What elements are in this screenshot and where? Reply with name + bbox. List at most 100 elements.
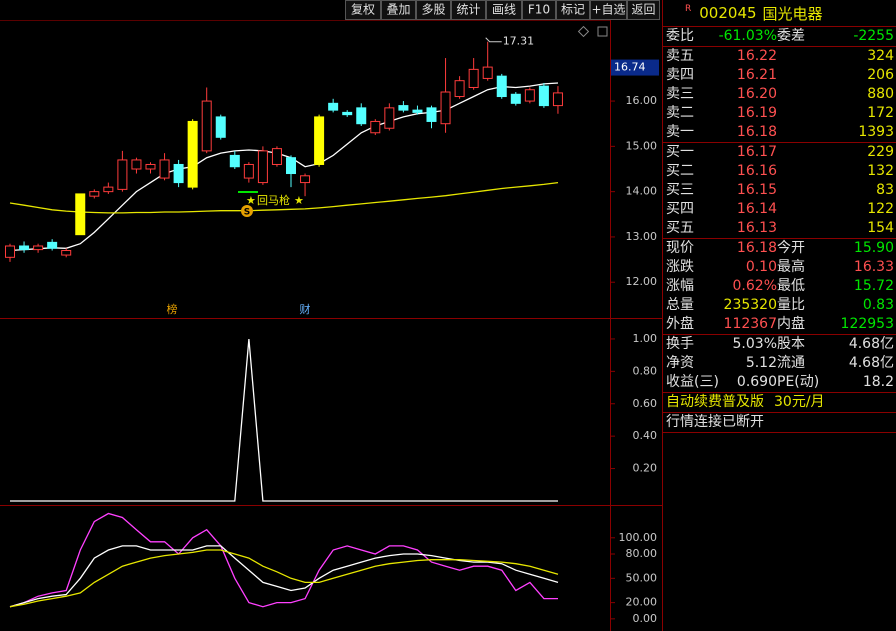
candle-body [412,109,423,113]
candle-body [5,245,15,258]
quote-row: 现价 16.18 今开 15.90 [663,239,896,258]
candle-body [187,120,198,188]
y-tick-label: 80.00 [626,547,658,560]
quote-section: 现价 16.18 今开 15.90 涨跌 0.10 最高 16.33 涨幅 0.62% 最低 15.7… [663,239,896,335]
quote-cell: 卖二 [666,105,694,121]
candle-body [19,245,30,251]
stock-code: 002045 [699,4,757,22]
quote-cell: 16.17 [736,144,777,160]
y-tick-label: 13.00 [626,230,658,243]
quote-cell: 16.21 [736,67,777,83]
candle-body [243,163,254,179]
y-tick-label: 0.40 [633,429,658,442]
chart-area: 复权 叠加 多股 统计 画线 F10 标记 +自选 返回 16.00 15.00 14.00 13.00… [0,0,662,631]
quote-cell: 132 [867,163,894,179]
y-tick-label: 50.00 [626,571,658,584]
quote-cell: 量比 [777,297,805,313]
quote-section: 委比 -61.03% 委差 -2255 [663,27,896,47]
toolbar-label[interactable]: 标记 [561,3,585,17]
toolbar-button[interactable] [522,0,556,20]
quote-cell: 172 [867,105,894,121]
quote-cell: 5.12 [745,355,777,371]
quote-cell: 买三 [666,182,694,198]
toolbar-button[interactable] [416,0,451,20]
quote-cell: 15.72 [853,278,894,294]
quote-section: 行情连接已断开 [663,413,896,433]
toolbar-label[interactable]: 叠加 [386,3,410,17]
quote-row: 换手 5.03% 股本 4.68亿 [663,335,896,354]
candle-body [524,89,535,102]
quote-cell: 16.20 [736,86,777,102]
toolbar-label[interactable]: 多股 [421,3,445,17]
quote-cell: 4.68亿 [848,336,894,352]
quote-cell: 收益(三) [666,374,719,390]
quote-row: 自动续费普及版 30元/月 [663,393,896,412]
y-tick-label: 1.00 [633,332,658,345]
quote-cell: 16.22 [736,48,777,64]
candle-body [370,120,381,134]
candle-body [47,241,58,249]
toolbar-button[interactable] [590,0,627,20]
toolbar-button[interactable] [451,0,486,20]
axis-marker-box [611,59,659,76]
high-label: 17.31 [503,35,535,48]
quote-cell: 卖四 [666,67,694,83]
toolbar-label[interactable]: F10 [528,3,550,17]
quote-cell: 最低 [777,278,805,294]
candle-body [103,186,114,193]
toolbar-label[interactable]: 画线 [492,3,516,17]
toolbar-label[interactable]: +自选 [591,3,625,17]
quote-panel: R 002045 国光电器 委比 -61.03% 委差 -2255 卖五 16.22 324… [662,0,896,631]
indicator-line [9,512,558,608]
candle-body [482,66,493,79]
toolbar-label[interactable]: 复权 [351,3,375,17]
candle-body [538,85,549,107]
quote-cell: 206 [867,67,894,83]
toolbar-button[interactable] [345,0,381,20]
candle-body [173,163,184,184]
y-tick-label: 16.00 [626,94,658,107]
axis-marker: 16.74 [614,61,646,74]
y-tick-label: 14.00 [626,185,658,198]
y-tick-label: 0.20 [633,462,658,475]
quote-cell: 涨跌 [666,259,694,275]
high-pointer [485,37,502,43]
candle-body [342,111,353,116]
toolbar-label[interactable]: 统计 [456,3,480,17]
quote-cell: 0.62% [732,278,777,294]
quote-cell: 卖一 [666,124,694,140]
indicator-line [10,338,558,502]
toolbar-button[interactable] [486,0,522,20]
quote-section: 买一 16.17 229 买二 16.16 132 买三 16.15 83 买四 16.14 122 买… [663,143,896,239]
quote-cell: 16.13 [736,220,777,236]
quote-cell: 股本 [777,336,805,352]
quote-row: 涨幅 0.62% 最低 15.72 [663,277,896,296]
quote-cell: 行情连接已断开 [666,414,764,430]
toolbar-button[interactable] [556,0,590,20]
toolbar-button[interactable] [381,0,416,20]
candle-body [328,102,339,111]
candle-body [89,191,100,197]
candle-body [300,175,311,184]
candle-body [356,107,367,125]
quote-cell: 16.14 [736,201,777,217]
toolbar-button[interactable] [627,0,660,20]
quote-cell: 今开 [777,240,805,256]
annotation: 榜 [167,302,178,316]
quote-cell: PE(动) [777,374,820,390]
quote-cell: 委差 [777,28,805,44]
signal-text: S [244,208,250,218]
icon[interactable] [597,26,608,37]
quote-cell: 16.18 [736,240,777,256]
quote-cell: 总量 [666,297,694,313]
icon[interactable] [577,25,590,38]
quote-cell: 买五 [666,220,694,236]
toolbar-label[interactable]: 返回 [631,3,655,17]
candle-body [229,154,240,168]
annotation: 回马枪 [257,193,290,207]
quote-cell: 买四 [666,201,694,217]
moving-average [9,82,559,252]
quote-cell: 122 [867,201,894,217]
moving-average [9,181,559,214]
quote-cell: 卖五 [666,48,694,64]
